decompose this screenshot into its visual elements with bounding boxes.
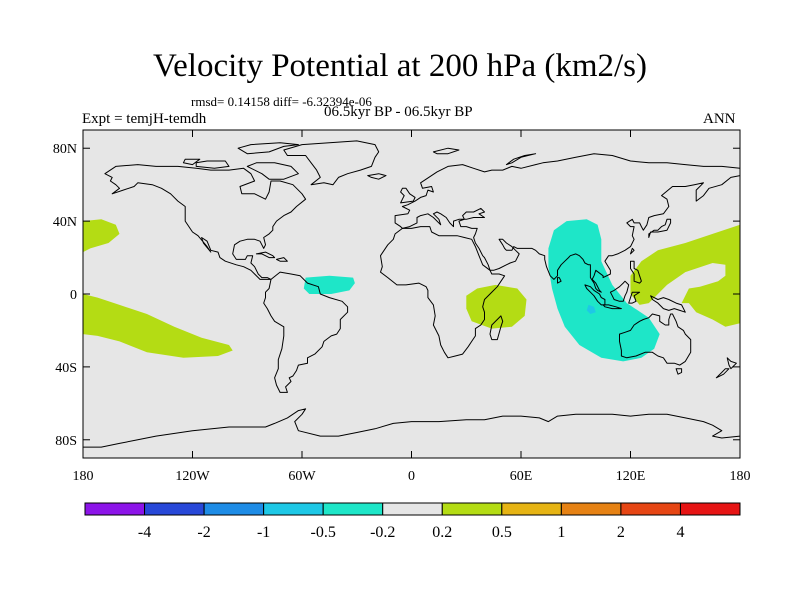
coastline-australia — [619, 313, 692, 366]
y-tick-label: 0 — [70, 288, 77, 303]
coastline-baffin-island — [246, 162, 299, 180]
coastline-sulawesi — [628, 291, 641, 304]
colorbar-label: 0.5 — [492, 524, 512, 541]
coastline-japan — [648, 218, 672, 238]
region-positive-south-pacific — [83, 294, 233, 358]
coastline-tasmania — [675, 368, 683, 375]
x-tick-label: 0 — [408, 469, 415, 484]
x-tick-label: 180 — [730, 469, 751, 484]
coastline-svalbard — [432, 147, 460, 155]
colorbar-box — [263, 502, 324, 516]
y-tick-label: 40S — [55, 361, 77, 376]
coastline-ellesmere-island — [237, 142, 299, 155]
region-positive-east-africa — [466, 284, 527, 329]
coastline-victoria-island — [195, 160, 230, 169]
colorbar-box — [203, 502, 265, 516]
chart-title: Velocity Potential at 200 hPa (km2/s) — [152, 48, 648, 84]
coastline-sri-lanka — [557, 277, 562, 284]
colorbar-box — [441, 502, 503, 516]
coastline-borneo — [609, 280, 630, 302]
x-tick-label: 60E — [510, 469, 533, 484]
colorbar-box — [382, 502, 443, 516]
subtitle-stats: rmsd= 0.14158 diff= -6.32394e-06 — [191, 94, 372, 109]
colorbar-box — [501, 502, 562, 516]
colorbar-label: -0.2 — [370, 524, 395, 541]
region-positive-north-pacific-east — [83, 219, 120, 253]
coastline-south-america — [263, 271, 349, 393]
coastline-greenland — [283, 140, 380, 186]
coastline-africa — [380, 226, 506, 359]
experiment-label: Expt = temjH-temdh — [82, 111, 207, 127]
coastline-antarctica — [83, 408, 740, 448]
coastline-eurasia — [394, 153, 740, 293]
coastline-java — [602, 304, 622, 310]
contour-fill-layer — [83, 219, 740, 362]
colorbar-box — [322, 502, 384, 516]
coastline-iceland — [367, 173, 387, 180]
x-tick-label: 180 — [73, 469, 94, 484]
colorbar-label: 0.2 — [432, 524, 452, 541]
x-tick-label: 120E — [616, 469, 646, 484]
coastline-new-zealand-south — [715, 368, 730, 379]
y-tick-label: 40N — [53, 215, 77, 230]
coastline-madagascar — [489, 315, 504, 341]
region-positive-western-pacific — [630, 224, 740, 327]
colorbar-label: -1 — [257, 524, 270, 541]
coastline-new-zealand-north — [726, 357, 737, 370]
region-negative-indian-ocean — [548, 219, 660, 362]
y-tick-label: 80N — [53, 142, 77, 157]
coastline-novaya-zemlya — [505, 153, 537, 166]
y-tick-label: 80S — [55, 434, 77, 449]
colorbar-label: 1 — [557, 524, 565, 541]
coastline-cuba — [255, 251, 276, 259]
colorbar-box — [679, 502, 741, 516]
coastline-philippines — [630, 260, 642, 284]
colorbar-label: 4 — [676, 524, 684, 541]
colorbar-label: -4 — [138, 524, 151, 541]
colorbar-box — [560, 502, 622, 516]
colorbar-label: -0.5 — [311, 524, 336, 541]
colorbar-label: 2 — [617, 524, 625, 541]
season-label: ANN — [703, 111, 736, 127]
coastline-taiwan — [630, 247, 635, 255]
axis-ticks: 80N 40N 0 40S 80S 180 120W 60W 0 60E 120E 180 — [53, 130, 751, 484]
x-tick-label: 60W — [288, 469, 316, 484]
colorbar: -4 -2 -1 -0.5 -0.2 0.2 0.5 1 2 4 — [84, 502, 741, 541]
colorbar-box — [620, 502, 681, 516]
colorbar-box — [144, 502, 205, 516]
period-label: 06.5kyr BP - 06.5kyr BP — [324, 104, 473, 120]
coastline-uk — [400, 187, 416, 204]
coastline-new-guinea — [650, 295, 686, 313]
coastline-north-america — [104, 164, 307, 280]
coastline-banks-island — [182, 158, 201, 166]
region-negative-indian-ocean-core — [586, 304, 596, 314]
region-negative-atlantic — [303, 275, 355, 294]
coastline-hispaniola — [276, 257, 288, 262]
coastline-layer — [83, 140, 740, 448]
colorbar-box — [84, 502, 146, 516]
colorbar-label: -2 — [197, 524, 210, 541]
x-tick-label: 120W — [175, 469, 210, 484]
